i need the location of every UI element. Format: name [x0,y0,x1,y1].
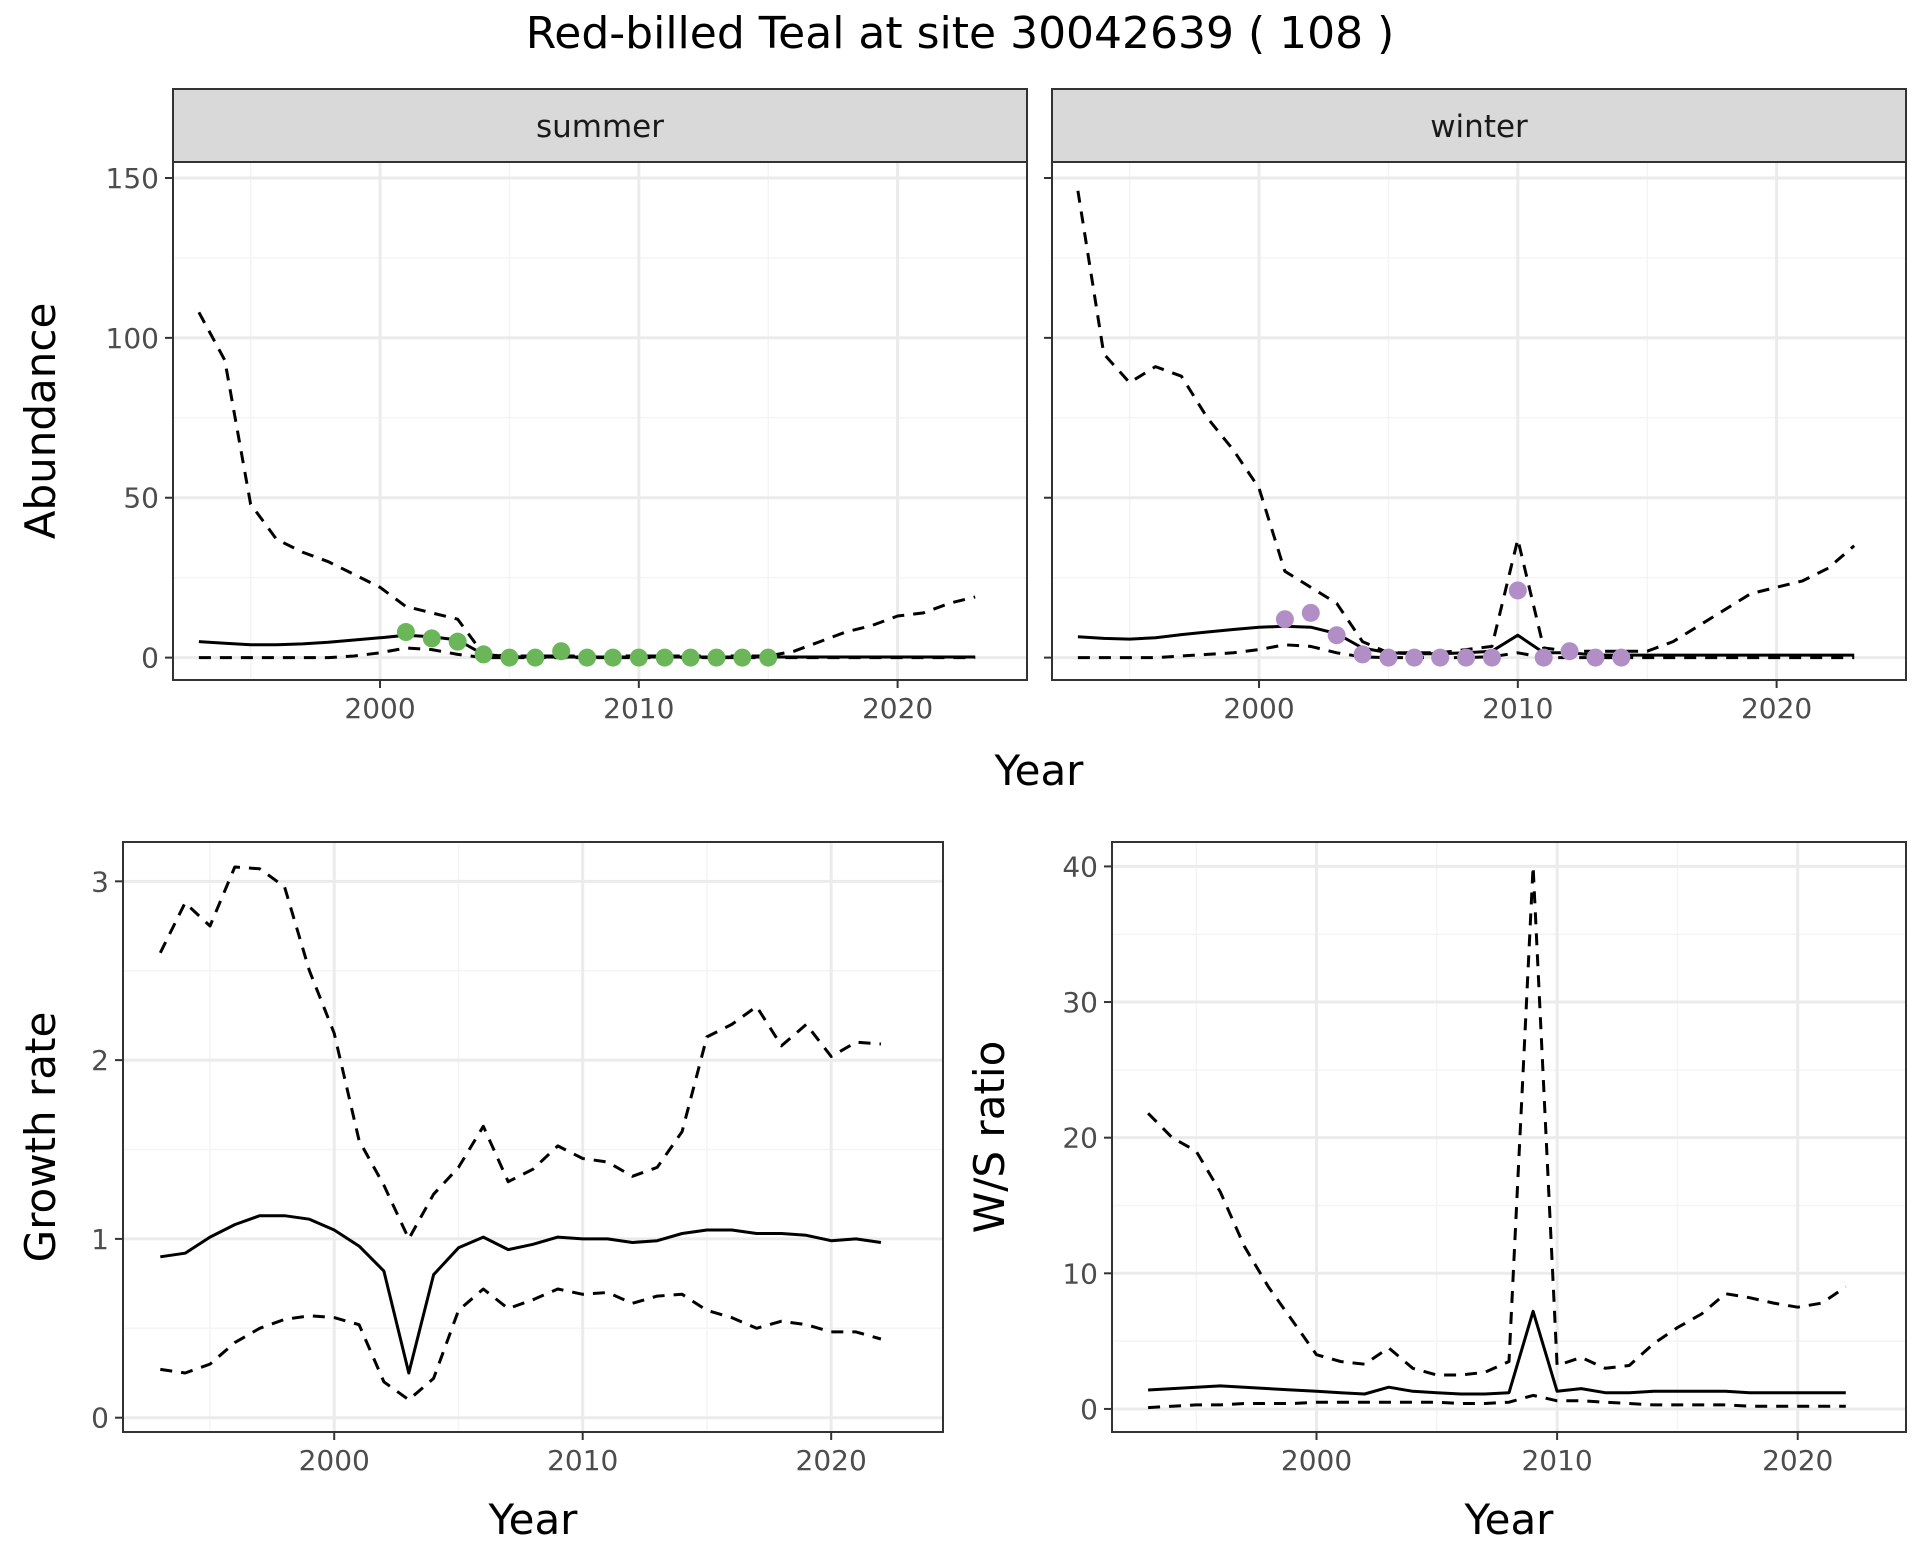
y-tick-label: 2 [91,1044,109,1077]
upper-bound-line [158,865,882,1241]
observed-point [578,648,597,667]
upper-bound-line [1147,864,1847,1377]
x-axis-title: Year [994,746,1085,795]
observed-point [474,645,493,664]
facet-strip [172,88,1028,163]
facet-strip-label: summer [536,109,664,145]
facet-strip-label: winter [1430,109,1528,145]
observed-point [1508,581,1527,600]
panel-border [122,841,944,1433]
x-tick-label: 2000 [344,692,415,725]
observed-point [629,648,648,667]
observed-point [1482,648,1501,667]
y-tick-label: 3 [91,865,109,898]
observed-point [759,648,778,667]
x-tick-label: 2010 [603,692,674,725]
observed-point [1275,610,1294,629]
x-tick-label: 2020 [1741,692,1812,725]
observed-point [1379,648,1398,667]
x-axis-title: Year [488,1495,579,1544]
y-tick-label: 30 [1062,986,1098,1019]
observed-point [733,648,752,667]
x-tick-label: 2010 [547,1444,618,1477]
chart-title: Red-billed Teal at site 30042639 ( 108 ) [525,8,1395,59]
y-tick-label: 0 [91,1402,109,1435]
x-tick-label: 2010 [1482,692,1553,725]
y-tick-label: 20 [1062,1122,1098,1155]
observed-point [1560,642,1579,661]
x-tick-label: 2020 [862,692,933,725]
y-tick-label: 50 [123,482,159,515]
observed-point [1327,626,1346,645]
x-tick-label: 2020 [1762,1444,1833,1477]
observed-point [1301,603,1320,622]
upper-bound-line [1076,190,1856,655]
observed-point [422,629,441,648]
x-tick-label: 2000 [299,1444,370,1477]
upper-bound-line [197,311,976,658]
y-tick-label: 0 [141,642,159,675]
lower-bound-line [1077,643,1855,660]
lower-bound-line [1148,1393,1846,1410]
observed-point [1586,648,1605,667]
y-axis-title: Growth rate [16,1012,65,1263]
x-tick-label: 2010 [1521,1444,1592,1477]
y-tick-label: 150 [106,162,159,195]
observed-point [603,648,622,667]
panel-border [172,161,1028,681]
y-tick-label: 10 [1062,1257,1098,1290]
lower-bound-line [160,1287,882,1402]
x-tick-label: 2000 [1223,692,1294,725]
observed-point [707,648,726,667]
estimate-line [160,1214,882,1375]
estimate-line [1148,1309,1846,1396]
facet-strip [1051,88,1907,163]
observed-point [448,632,467,651]
y-axis-title: W/S ratio [965,1041,1014,1234]
y-tick-label: 0 [1080,1393,1098,1426]
observed-point [1457,648,1476,667]
x-tick-label: 2000 [1281,1444,1352,1477]
observed-point [526,648,545,667]
y-tick-label: 100 [106,322,159,355]
y-axis-title: Abundance [16,303,65,540]
x-axis-title: Year [1464,1495,1555,1544]
observed-point [655,648,674,667]
y-tick-label: 1 [91,1223,109,1256]
observed-point [1534,648,1553,667]
observed-point [500,648,519,667]
x-tick-label: 2020 [796,1444,867,1477]
observed-point [1612,648,1631,667]
observed-point [396,623,415,642]
observed-point [1405,648,1424,667]
observed-point [1431,648,1450,667]
observed-point [552,642,571,661]
panel-border [1051,161,1907,681]
y-tick-label: 40 [1062,850,1098,883]
observed-point [681,648,700,667]
observed-point [1353,645,1372,664]
